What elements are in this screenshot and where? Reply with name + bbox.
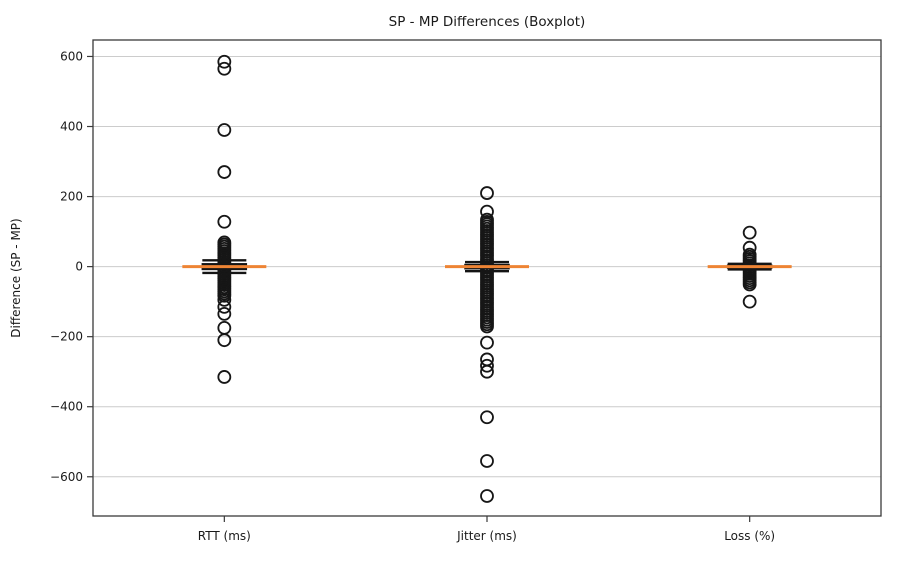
chart-title: SP - MP Differences (Boxplot)	[389, 14, 586, 30]
outlier-circle	[480, 489, 494, 503]
outlier-circle	[480, 204, 494, 219]
x-tick-label: Loss (%)	[724, 529, 775, 543]
outlier-circle	[217, 307, 232, 321]
flier-circle	[742, 247, 757, 262]
y-tick-label: 0	[75, 260, 83, 274]
outlier-circle	[217, 61, 232, 76]
outlier-circle	[480, 186, 494, 200]
outlier-circle	[217, 370, 232, 384]
data-layer	[182, 54, 792, 503]
outlier-circle	[217, 292, 232, 307]
outlier-circle	[480, 364, 494, 379]
y-tick-label: 200	[60, 190, 83, 204]
outlier-circle	[217, 123, 232, 137]
outlier-circle	[217, 333, 232, 348]
y-tick-label: −200	[50, 330, 83, 344]
x-tick-label: Jitter (ms)	[456, 529, 517, 543]
outlier-circle	[217, 214, 232, 229]
y-tick-label: −400	[50, 400, 83, 414]
axes-layer: 600 400 200 0 −200 −400 −600 RTT (ms) Jitter (ms…	[50, 39, 882, 543]
outlier-circle	[480, 410, 494, 425]
outlier-circle	[217, 165, 232, 179]
y-tick-label: 400	[60, 120, 83, 134]
outlier-circle	[480, 335, 494, 350]
outlier-circle	[217, 54, 232, 69]
y-axis-label: Difference (SP - MP)	[9, 218, 23, 337]
y-tick-label: 600	[60, 49, 83, 63]
outlier-circle	[742, 225, 757, 240]
y-tick-label: −600	[50, 470, 83, 484]
flier-circle	[480, 212, 494, 227]
flier-circle	[217, 235, 232, 250]
outlier-circle	[217, 321, 232, 335]
outlier-circle	[217, 299, 232, 314]
outlier-circle	[742, 240, 757, 255]
outlier-circle	[742, 294, 757, 309]
x-tick-label: RTT (ms)	[198, 529, 251, 543]
outlier-circle	[480, 358, 494, 373]
outlier-circle	[480, 454, 494, 468]
